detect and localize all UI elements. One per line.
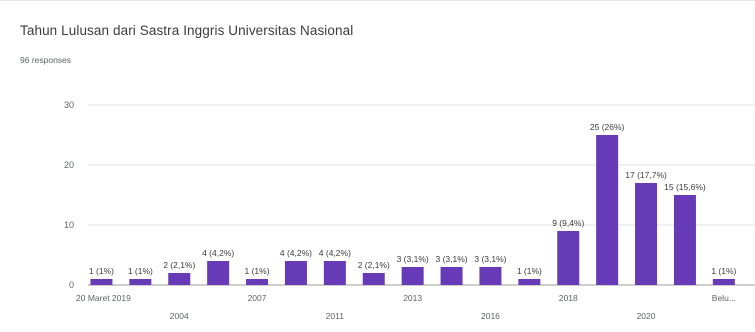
bar[interactable]: [596, 135, 619, 285]
y-tick-label: 0: [69, 280, 74, 290]
bar-value-label: 2 (2,1%): [358, 260, 390, 270]
chart-title: Tahun Lulusan dari Sastra Inggris Univer…: [20, 23, 354, 38]
y-tick-label: 20: [64, 160, 74, 170]
bar[interactable]: [207, 261, 230, 285]
bar[interactable]: [90, 279, 113, 285]
bar[interactable]: [362, 273, 385, 285]
x-tick-label: 2013: [403, 293, 422, 303]
y-tick-label: 30: [64, 100, 74, 110]
bar[interactable]: [557, 231, 580, 285]
x-axis: 20 Maret 2019 2004 2007 2011 2013 2016 2018 202…: [76, 293, 736, 321]
bar[interactable]: [712, 279, 735, 285]
bar[interactable]: [440, 267, 463, 285]
bar[interactable]: [673, 195, 696, 285]
x-tick-label: 2016: [481, 311, 500, 321]
x-tick-label: 2007: [248, 293, 267, 303]
bar[interactable]: [401, 267, 424, 285]
x-tick-label: 2011: [326, 311, 345, 321]
bar[interactable]: [479, 267, 502, 285]
bar-value-label: 15 (15,6%): [664, 182, 706, 192]
y-tick-label: 10: [64, 220, 74, 230]
bar-value-label: 2 (2,1%): [163, 260, 195, 270]
bar-value-label: 4 (4,2%): [280, 248, 312, 258]
bar-value-label: 3 (3,1%): [435, 254, 467, 264]
bar-value-label: 17 (17,7%): [625, 170, 667, 180]
bar[interactable]: [129, 279, 152, 285]
bar-value-label: 4 (4,2%): [202, 248, 234, 258]
bar-value-label: 1 (1%): [245, 266, 270, 276]
x-tick-label: 2018: [559, 293, 578, 303]
x-tick-label: 2020: [637, 311, 656, 321]
bars: [90, 135, 735, 285]
bar-value-label: 1 (1%): [89, 266, 114, 276]
bar-value-label: 9 (9,4%): [552, 218, 584, 228]
bar[interactable]: [168, 273, 191, 285]
bar-value-label: 3 (3,1%): [474, 254, 506, 264]
bar-value-label: 1 (1%): [128, 266, 153, 276]
bar-value-label: 1 (1%): [711, 266, 736, 276]
bar[interactable]: [246, 279, 269, 285]
bar-value-label: 3 (3,1%): [397, 254, 429, 264]
x-tick-label: 20 Maret 2019: [76, 293, 131, 303]
bar[interactable]: [284, 261, 307, 285]
x-tick-label: Belu...: [712, 293, 736, 303]
x-tick-label: 2004: [170, 311, 189, 321]
bar-value-label: 4 (4,2%): [319, 248, 351, 258]
response-count: 96 responses: [20, 55, 72, 65]
bar[interactable]: [518, 279, 541, 285]
bar[interactable]: [635, 183, 658, 285]
y-axis: 0 10 20 30: [64, 100, 74, 290]
bar-value-label: 25 (26%): [590, 122, 625, 132]
bar-value-label: 1 (1%): [517, 266, 542, 276]
bar[interactable]: [323, 261, 346, 285]
bar-labels: 1 (1%) 1 (1%) 2 (2,1%) 4 (4,2%) 1 (1%) 4 (4,2…: [89, 122, 737, 276]
